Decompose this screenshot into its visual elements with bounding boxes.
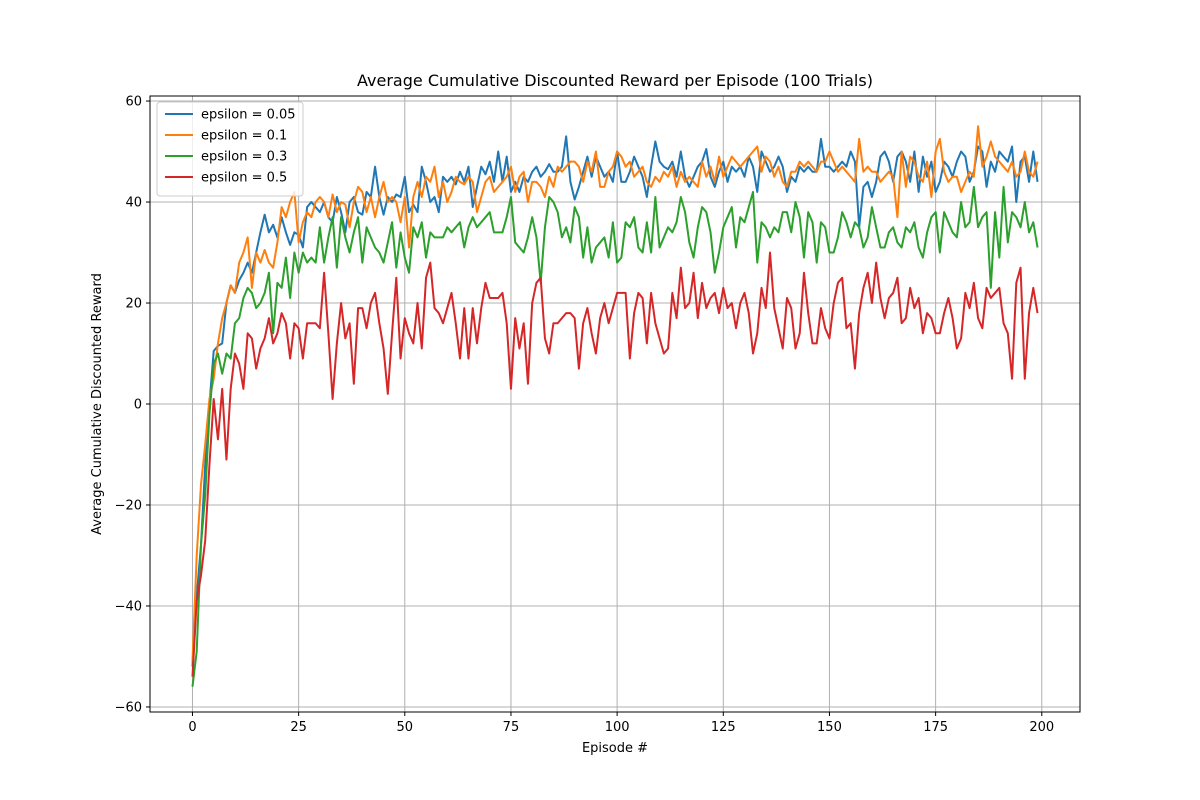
legend-box: [156, 101, 304, 197]
x-tick-label: 100: [605, 720, 630, 735]
y-tick-label: −40: [115, 599, 142, 614]
y-tick-label: 20: [125, 297, 142, 312]
x-tick-label: 0: [188, 720, 196, 735]
x-tick-label: 175: [923, 720, 948, 735]
legend-label-2: epsilon = 0.3: [201, 150, 287, 165]
legend: epsilon = 0.05 epsilon = 0.1 epsilon = 0.3…: [156, 101, 304, 197]
series-line-1: [191, 125, 1039, 662]
y-tick-label: −20: [115, 498, 142, 513]
y-tick-label: 60: [125, 95, 142, 110]
x-tick-label: 50: [397, 720, 414, 735]
y-tick-label: 0: [134, 398, 142, 413]
x-tick-label: 25: [290, 720, 307, 735]
y-axis-label: Average Cumulative Discounted Reward: [90, 273, 105, 535]
x-axis-label: Episode #: [582, 741, 648, 756]
legend-label-3: epsilon = 0.5: [201, 171, 287, 186]
series-lines: [191, 125, 1039, 687]
x-tick-label: 125: [711, 720, 736, 735]
x-tick-label: 150: [817, 720, 842, 735]
chart-title: Average Cumulative Discounted Reward per…: [357, 71, 873, 90]
x-tick-label: 200: [1029, 720, 1054, 735]
axis-ticks: 0 25 50 75 100 125 150 175 200 −60 −40 −20 0 20 40 60: [115, 95, 1055, 735]
series-line-2: [191, 185, 1039, 687]
x-tick-label: 75: [503, 720, 520, 735]
y-tick-label: 40: [125, 196, 142, 211]
series-line-3: [191, 251, 1039, 677]
legend-label-0: epsilon = 0.05: [201, 108, 296, 123]
legend-label-1: epsilon = 0.1: [201, 129, 287, 144]
y-tick-label: −60: [115, 700, 142, 715]
